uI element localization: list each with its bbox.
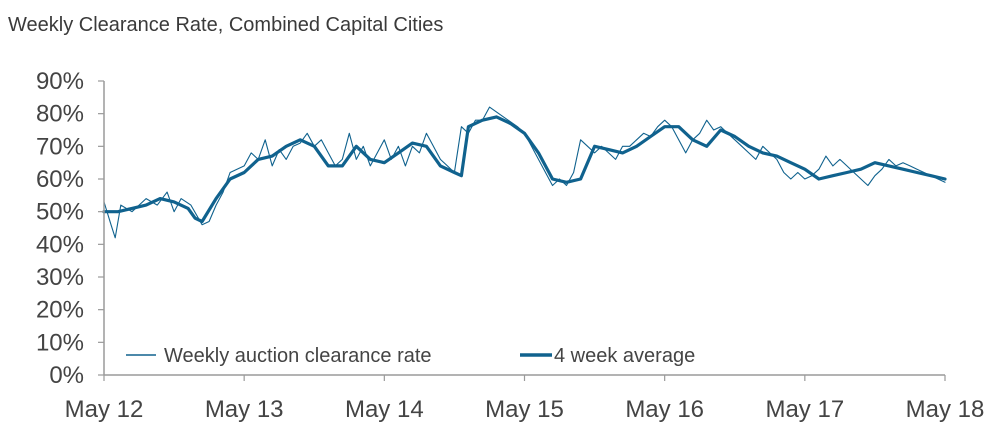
y-axis: 0% 10% 20% 30% 40% 50% 60% 70% 80% 90%: [36, 68, 104, 389]
y-tick-label: 80%: [36, 101, 84, 128]
x-axis: May 12 May 13 May 14 May 15 May 16 May 17 May …: [65, 375, 985, 423]
series-lines: [102, 106, 947, 239]
x-tick-label: May 16: [625, 396, 704, 423]
y-tick-label: 50%: [36, 199, 84, 226]
series-line-average: [102, 115, 947, 224]
x-tick-label: May 14: [345, 396, 424, 423]
legend-label-weekly: Weekly auction clearance rate: [164, 345, 432, 367]
y-tick-label: 10%: [36, 329, 84, 356]
x-tick-label: May 17: [765, 396, 844, 423]
y-tick-label: 60%: [36, 166, 84, 193]
y-tick-label: 90%: [36, 68, 84, 95]
y-tick-label: 30%: [36, 264, 84, 291]
y-tick-label: 0%: [49, 362, 84, 389]
y-tick-label: 40%: [36, 231, 84, 258]
y-tick-label: 20%: [36, 297, 84, 324]
x-tick-label: May 12: [65, 396, 144, 423]
series-line-weekly: [103, 106, 946, 239]
x-tick-label: May 15: [485, 396, 564, 423]
legend-label-average: 4 week average: [554, 345, 695, 367]
legend: Weekly auction clearance rate 4 week ave…: [126, 345, 695, 367]
y-tick-label: 70%: [36, 133, 84, 160]
chart-title: Weekly Clearance Rate, Combined Capital …: [8, 14, 444, 36]
x-tick-label: May 13: [205, 396, 284, 423]
x-tick-label: May 18: [906, 396, 985, 423]
